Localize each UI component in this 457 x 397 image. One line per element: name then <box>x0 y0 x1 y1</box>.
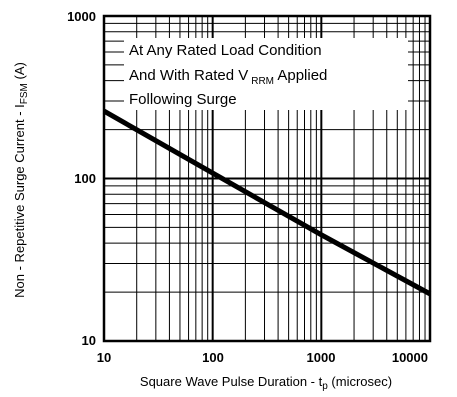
annotation-line-3: Following Surge <box>129 91 237 108</box>
x-tick-label-1000: 1000 <box>307 350 336 365</box>
x-axis-title-sub: p <box>322 381 328 392</box>
y-axis-title-sub: FSM <box>19 83 30 104</box>
x-tick-label-10000: 10000 <box>392 350 428 365</box>
x-tick-label-10: 10 <box>97 350 111 365</box>
y-tick-label-100: 100 <box>74 171 96 186</box>
series-layer <box>102 108 432 297</box>
y-tick-label-10: 10 <box>82 333 96 348</box>
x-axis-title-suffix: (microsec) <box>328 374 392 389</box>
y-axis-title-main: Non - Repetitive Surge Current - I <box>12 104 27 298</box>
x-tick-label-100: 100 <box>202 350 224 365</box>
x-axis-title: Square Wave Pulse Duration - tp (microse… <box>140 374 392 392</box>
y-tick-label-1000: 1000 <box>67 9 96 24</box>
series-line-0 <box>102 108 432 297</box>
plot-frame <box>102 14 432 343</box>
annotation-line-2: And With Rated V RRM Applied <box>129 67 327 87</box>
annotation-line-2-main: And With Rated V <box>129 67 248 84</box>
annotation-line-1: At Any Rated Load Condition <box>129 42 322 59</box>
annotation-background <box>124 38 408 110</box>
annotation-line-2-suffix: Applied <box>274 67 327 84</box>
x-axis-title-main: Square Wave Pulse Duration - t <box>140 374 323 389</box>
annotation-line-2-sub: RRM <box>251 76 274 87</box>
y-axis-title: Non - Repetitive Surge Current - IFSM (A… <box>12 62 30 298</box>
y-axis-title-suffix: (A) <box>12 62 27 83</box>
